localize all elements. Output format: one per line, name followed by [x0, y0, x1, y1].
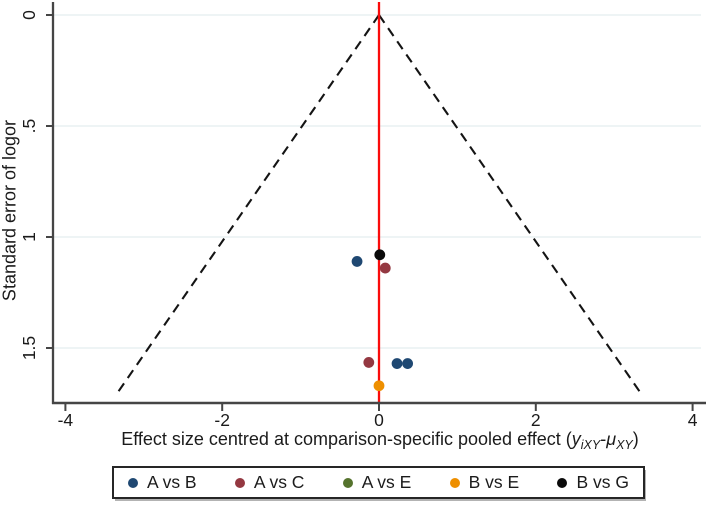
y-tick-label: 0 [19, 10, 39, 20]
x-axis-var-mu: μ [606, 429, 617, 449]
x-tick-label: 4 [688, 410, 698, 430]
x-axis-var-y: y [571, 429, 581, 449]
x-tick-label: 0 [374, 410, 384, 430]
data-point-b-vs-e [373, 380, 385, 392]
y-tick-label: 1 [19, 232, 39, 242]
legend-item: A vs B [128, 472, 197, 493]
data-point-a-vs-b [402, 358, 414, 369]
legend-item: B vs G [557, 472, 629, 493]
y-tick-label: 1.5 [19, 336, 39, 360]
legend-marker-icon [557, 477, 568, 488]
data-point-a-vs-c [379, 262, 391, 274]
x-axis-dash: - [600, 429, 607, 449]
legend-item: A vs E [342, 472, 412, 493]
funnel-right-dashed-line [378, 14, 642, 393]
legend-marker-icon [449, 477, 460, 488]
legend-label: A vs E [361, 472, 412, 492]
y-axis-title: Standard error of logor [0, 119, 20, 302]
data-point-a-vs-c [363, 357, 375, 368]
legend-marker-icon [234, 477, 245, 488]
x-tick-label: 2 [531, 410, 541, 430]
legend-item: B vs E [449, 472, 520, 493]
legend: A vs B A vs C A vs E B vs E B vs G [112, 466, 645, 499]
legend-marker-icon [342, 477, 353, 488]
x-axis-sub-xy: XY [616, 438, 633, 452]
y-tick-label: .5 [19, 119, 39, 134]
legend-label: A vs C [253, 472, 305, 492]
x-tick-label: -4 [58, 410, 74, 430]
x-axis-sub-ixy: iXY [580, 438, 601, 452]
data-point-a-vs-b [391, 358, 403, 369]
legend-label: B vs G [576, 472, 629, 492]
data-point-a-vs-b [351, 256, 363, 267]
x-axis-title-text: Effect size centred at comparison-specif… [121, 429, 572, 449]
x-axis-close-paren: ) [632, 429, 639, 449]
x-tick-label: -2 [214, 410, 230, 430]
funnel-left-dashed-line [116, 14, 380, 393]
data-point-b-vs-g [374, 249, 386, 261]
legend-item: A vs C [234, 472, 305, 493]
legend-label: B vs E [468, 472, 520, 492]
x-axis-title: Effect size centred at comparison-specif… [55, 429, 705, 452]
legend-label: A vs B [147, 472, 197, 492]
legend-marker-icon [128, 477, 138, 488]
